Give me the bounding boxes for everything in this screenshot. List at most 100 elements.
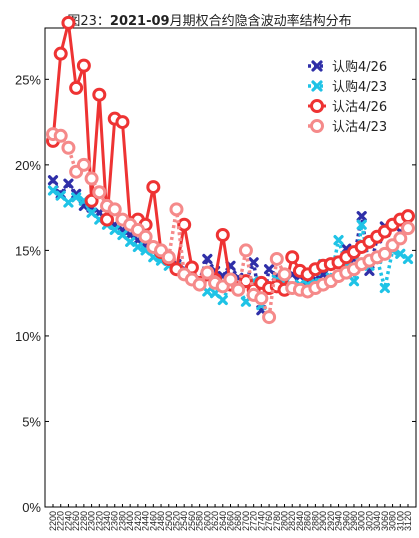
legend-marker	[311, 80, 323, 92]
x-tick-label: 3080	[388, 511, 398, 531]
data-point	[86, 207, 97, 218]
data-point	[202, 286, 213, 297]
y-tick-label: 10%	[15, 329, 41, 344]
data-point	[132, 241, 143, 253]
data-point	[61, 140, 76, 155]
x-tick-label: 2560	[187, 511, 197, 531]
legend-label: 认购4/26	[332, 59, 387, 75]
x-tick-label: 2920	[326, 511, 336, 531]
x-tick-label: 2820	[287, 511, 297, 531]
legend-marker	[311, 60, 323, 72]
legend-marker	[310, 99, 324, 113]
x-tick-label: 2900	[318, 511, 328, 531]
chart-title: 图23：2021-09月期权合约隐含波动率结构分布	[0, 10, 419, 29]
y-tick-label: 5%	[22, 414, 41, 429]
data-point	[262, 310, 277, 325]
data-point	[92, 185, 107, 200]
x-tick-label: 2640	[218, 511, 228, 531]
x-tick-label: 3060	[380, 511, 390, 531]
x-tick-label: 3020	[364, 511, 374, 531]
data-point	[254, 291, 269, 306]
x-tick-label: 2700	[241, 511, 251, 531]
data-point	[217, 294, 228, 306]
chart-title-prefix: 图23：	[67, 14, 110, 29]
data-point	[109, 224, 120, 235]
data-point	[356, 219, 367, 230]
x-tick-label: 2800	[280, 511, 290, 531]
x-tick-label: 2540	[179, 511, 189, 531]
data-point	[209, 288, 221, 299]
data-point	[223, 272, 238, 287]
x-tick-label: 2340	[102, 511, 112, 531]
x-tick-label: 2940	[334, 511, 344, 531]
x-tick-label: 3120	[403, 511, 413, 531]
legend-item: 认沽4/26	[308, 99, 387, 115]
x-tick-label: 2600	[202, 511, 212, 531]
x-tick-label: 2860	[303, 511, 313, 531]
data-point	[76, 157, 91, 172]
data-point	[348, 276, 360, 287]
x-tick-label: 2440	[141, 511, 151, 531]
x-tick-label: 2740	[256, 511, 266, 531]
data-point	[333, 235, 344, 246]
x-tick-label: 2680	[233, 511, 243, 531]
x-tick-label: 2980	[349, 511, 359, 531]
x-tick-label: 2880	[310, 511, 320, 531]
x-tick-label: 2300	[87, 511, 97, 531]
data-point	[69, 80, 84, 95]
data-point	[100, 212, 115, 227]
data-point	[238, 243, 253, 258]
data-point	[202, 253, 213, 265]
data-point	[277, 267, 292, 282]
legend-label: 认沽4/23	[332, 120, 387, 135]
data-point	[84, 171, 99, 186]
y-tick-label: 15%	[15, 243, 41, 258]
data-point	[356, 211, 367, 222]
chart-title-suffix: 月期权合约隐含波动率结构分布	[169, 14, 352, 29]
data-point	[115, 115, 130, 130]
legend-label: 认沽4/26	[332, 100, 387, 115]
x-tick-label: 2420	[133, 511, 143, 531]
data-point	[47, 175, 59, 186]
series-4	[46, 127, 415, 325]
data-point	[248, 257, 259, 268]
data-point	[269, 251, 284, 266]
data-point	[63, 178, 74, 189]
x-tick-label: 2580	[195, 511, 205, 531]
data-point	[401, 221, 415, 236]
data-point	[177, 217, 192, 232]
data-point	[200, 265, 215, 280]
x-tick-label: 2400	[125, 511, 135, 531]
data-point	[61, 15, 76, 30]
x-tick-label: 2840	[295, 511, 305, 531]
data-point	[402, 253, 414, 265]
legend-item: 认购4/23	[308, 79, 387, 95]
data-point	[263, 264, 275, 275]
data-point	[146, 180, 161, 195]
data-point	[92, 87, 107, 102]
x-tick-label: 2380	[117, 511, 127, 531]
data-point	[47, 185, 59, 196]
data-point	[161, 250, 176, 265]
x-tick-label: 2320	[94, 511, 104, 531]
data-point	[231, 282, 246, 297]
data-point	[71, 192, 82, 203]
data-point	[107, 202, 122, 217]
legend-item: 认沽4/23	[308, 119, 387, 135]
data-point	[285, 250, 300, 265]
x-tick-label: 3000	[357, 511, 367, 531]
x-tick-label: 2200	[48, 511, 58, 531]
x-tick-label: 3100	[395, 511, 405, 531]
data-point	[53, 46, 68, 61]
y-tick-label: 0%	[22, 500, 41, 515]
x-tick-label: 2760	[264, 511, 274, 531]
data-point	[395, 248, 406, 259]
data-point	[393, 231, 408, 246]
data-point	[192, 277, 207, 292]
x-tick-label: 2500	[164, 511, 174, 531]
x-tick-label: 2220	[56, 511, 66, 531]
data-point	[240, 296, 252, 307]
data-point	[55, 190, 66, 201]
y-tick-label: 25%	[15, 72, 41, 87]
